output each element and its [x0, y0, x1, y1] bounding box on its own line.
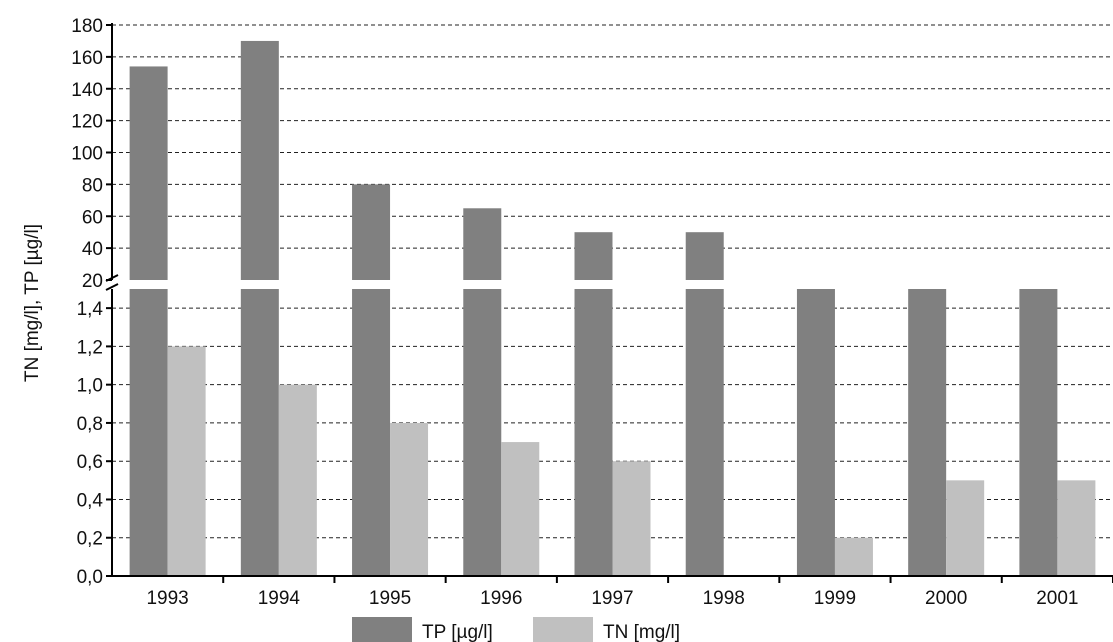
y-tick-label-upper: 40 [82, 239, 103, 260]
tick-labels: 20 40 60 80 100 120 140 160 180 0,0 0,2 0,4 0,6 0,8 1,… [71, 16, 1078, 609]
bar-tn [278, 384, 317, 576]
y-tick-label-upper: 120 [71, 112, 103, 133]
bar-tp-upper [574, 232, 613, 280]
y-axis-title: TN [mg/l], TP [µg/l] [22, 224, 43, 382]
y-tick-label-upper: 180 [71, 16, 103, 37]
axis-break-mark [105, 274, 119, 282]
legend-label-tn: TN [mg/l] [603, 622, 680, 642]
bars [129, 40, 1096, 576]
y-tick-label-upper: 80 [82, 175, 103, 196]
bar-tn [834, 537, 873, 576]
bar-tp-lower [1019, 289, 1058, 576]
bar-tn [167, 346, 206, 576]
bar-tp-lower [463, 289, 502, 576]
axis-break-mark [105, 283, 119, 291]
bar-tn [946, 480, 985, 576]
legend-swatch-tp [352, 617, 412, 642]
bar-tn [390, 422, 429, 576]
y-tick-label-upper: 140 [71, 80, 103, 101]
y-tick-label-lower: 1,4 [77, 299, 104, 320]
legend-label-tp: TP [µg/l] [422, 622, 493, 642]
y-tick-label-upper: 20 [82, 271, 103, 292]
bar-tn [1057, 480, 1096, 576]
x-tick-label: 1996 [480, 588, 522, 609]
y-tick-label-upper: 60 [82, 207, 103, 228]
bar-tp-lower [574, 289, 613, 576]
x-tick-label: 2000 [925, 588, 967, 609]
bar-tp-lower [685, 289, 724, 576]
bar-tp-lower [796, 289, 835, 576]
bar-tn [501, 442, 540, 576]
y-tick-label-upper: 100 [71, 144, 103, 165]
legend: TP [µg/l] TN [mg/l] [352, 617, 680, 642]
bar-tp-lower [129, 289, 168, 576]
x-tick-label: 2001 [1036, 588, 1078, 609]
bar-tp-lower [908, 289, 947, 576]
x-tick-label: 1995 [369, 588, 411, 609]
y-tick-label-lower: 0,6 [77, 452, 103, 473]
x-tick-label: 1998 [703, 588, 745, 609]
y-tick-label-lower: 0,2 [77, 529, 103, 550]
y-tick-label-upper: 160 [71, 48, 103, 69]
bar-tp-lower [240, 289, 279, 576]
bar-tp-upper [129, 66, 168, 280]
bar-tp-upper [685, 232, 724, 280]
bar-tp-upper [240, 40, 279, 280]
y-tick-label-lower: 0,0 [77, 567, 103, 588]
x-tick-label: 1994 [258, 588, 301, 609]
bar-tp-upper [352, 184, 391, 280]
x-tick-label: 1997 [591, 588, 633, 609]
x-tick-label: 1993 [146, 588, 188, 609]
x-tick-label: 1999 [814, 588, 856, 609]
bar-tn [612, 461, 651, 576]
legend-swatch-tn [533, 617, 593, 642]
y-tick-label-lower: 1,0 [77, 376, 103, 397]
bar-tp-upper [463, 208, 502, 280]
bar-tp-lower [352, 289, 391, 576]
y-tick-label-lower: 0,8 [77, 414, 103, 435]
y-tick-label-lower: 1,2 [77, 337, 103, 358]
axes [105, 23, 1113, 583]
y-tick-label-lower: 0,4 [77, 490, 104, 511]
